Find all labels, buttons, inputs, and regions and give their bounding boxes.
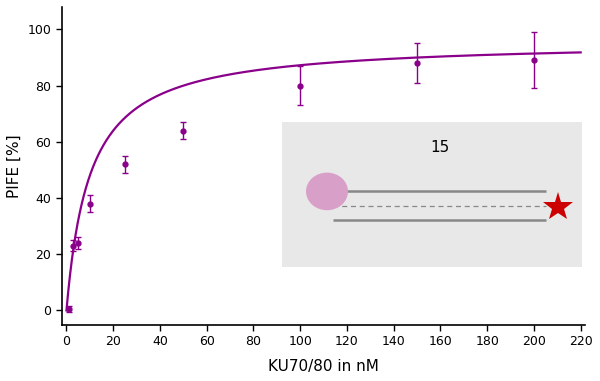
Text: 15: 15 <box>430 141 449 155</box>
Ellipse shape <box>306 173 348 210</box>
FancyBboxPatch shape <box>282 122 582 267</box>
Y-axis label: PIFE [%]: PIFE [%] <box>7 134 22 198</box>
X-axis label: KU70/80 in nM: KU70/80 in nM <box>268 359 379 374</box>
